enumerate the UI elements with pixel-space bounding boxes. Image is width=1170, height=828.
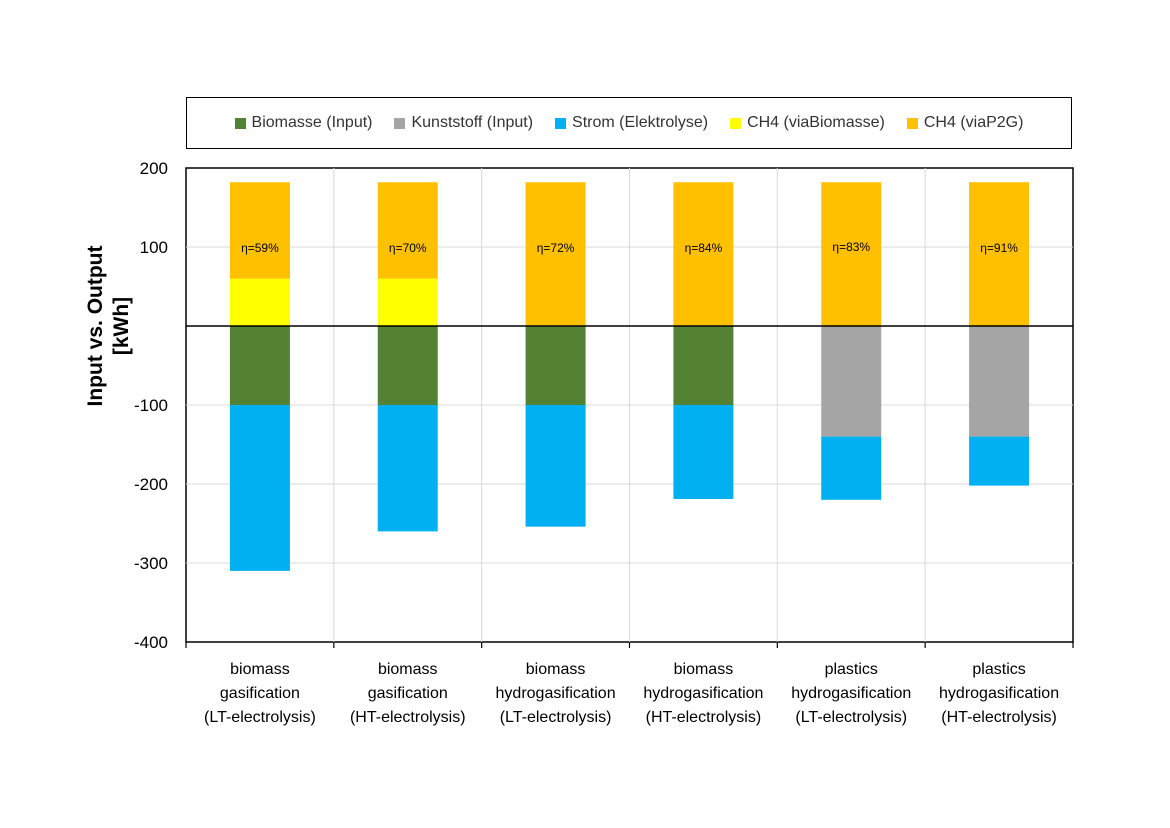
x-category-label: (HT-electrolysis) — [350, 709, 466, 726]
y-tick-label: -100 — [134, 396, 168, 415]
bar-segment-3 — [969, 436, 1030, 486]
bar-segment-5 — [821, 182, 882, 326]
bar-segment-5 — [673, 182, 734, 326]
efficiency-label: η=59% — [241, 241, 279, 255]
bar-segment-3 — [525, 405, 586, 527]
bar-segment-2 — [821, 326, 882, 437]
efficiency-label: η=72% — [537, 241, 575, 255]
efficiency-label: η=70% — [389, 241, 427, 255]
legend-label: Biomasse (Input) — [251, 114, 373, 131]
x-category-label: (LT-electrolysis) — [795, 709, 907, 726]
legend-item: Strom (Elektrolyse) — [555, 114, 708, 132]
bar-segment-4 — [377, 278, 438, 326]
x-category-label: biomass — [674, 661, 734, 678]
bar-segment-3 — [229, 405, 290, 571]
x-category-label: biomass — [526, 661, 586, 678]
chart-legend: Biomasse (Input) Kunststoff (Input) Strom … — [186, 97, 1072, 149]
bar-segment-1 — [525, 326, 586, 405]
x-category-label: biomass — [230, 661, 290, 678]
legend-item: CH4 (viaBiomasse) — [730, 114, 885, 132]
bar-segment-5 — [377, 182, 438, 279]
y-axis-label: Input vs. Output [kWh] — [84, 246, 133, 407]
y-axis-label-line: Input vs. Output — [84, 246, 107, 407]
legend-label: CH4 (viaP2G) — [923, 114, 1024, 131]
legend-swatch — [234, 117, 246, 129]
bar-segment-3 — [673, 405, 734, 500]
bar-segment-1 — [377, 326, 438, 405]
x-category-label: hydrogasification — [939, 685, 1059, 702]
x-category-label: plastics — [972, 661, 1025, 678]
legend-swatch — [730, 117, 742, 129]
y-axis-label-line: [kWh] — [110, 297, 133, 355]
x-category-label: hydrogasification — [496, 685, 616, 702]
efficiency-label: η=83% — [832, 240, 870, 254]
legend-swatch — [394, 117, 406, 129]
bar-segment-2 — [969, 326, 1030, 437]
bar-segment-1 — [673, 326, 734, 405]
x-category-label: hydrogasification — [791, 685, 911, 702]
bar-segment-5 — [229, 182, 290, 279]
x-category-label: hydrogasification — [643, 685, 763, 702]
y-tick-label: -400 — [134, 633, 168, 652]
x-category-label: (HT-electrolysis) — [646, 709, 762, 726]
x-category-label: biomass — [378, 661, 438, 678]
legend-swatch — [555, 117, 567, 129]
x-category-label: gasification — [220, 685, 300, 702]
efficiency-label: η=91% — [980, 241, 1018, 255]
x-category-label: (LT-electrolysis) — [500, 709, 612, 726]
bar-segment-5 — [525, 182, 586, 326]
y-tick-label: 100 — [140, 238, 168, 257]
efficiency-label: η=84% — [685, 241, 723, 255]
x-category-label: plastics — [825, 661, 878, 678]
legend-label: CH4 (viaBiomasse) — [747, 114, 885, 131]
legend-label: Kunststoff (Input) — [411, 114, 534, 131]
legend-item: Biomasse (Input) — [234, 114, 373, 132]
bar-segment-3 — [377, 405, 438, 532]
bar-segment-5 — [969, 182, 1030, 326]
x-category-label: gasification — [368, 685, 448, 702]
x-category-label: (LT-electrolysis) — [204, 709, 316, 726]
bar-segment-4 — [229, 278, 290, 326]
y-tick-label: -200 — [134, 475, 168, 494]
bar-segment-1 — [229, 326, 290, 405]
legend-item: CH4 (viaP2G) — [906, 114, 1024, 132]
y-tick-label: -300 — [134, 554, 168, 573]
x-category-label: (HT-electrolysis) — [941, 709, 1057, 726]
y-tick-label: 200 — [140, 159, 168, 178]
legend-item: Kunststoff (Input) — [394, 114, 533, 132]
bar-segment-3 — [821, 436, 882, 500]
legend-swatch — [906, 117, 918, 129]
legend-label: Strom (Elektrolyse) — [572, 114, 709, 131]
